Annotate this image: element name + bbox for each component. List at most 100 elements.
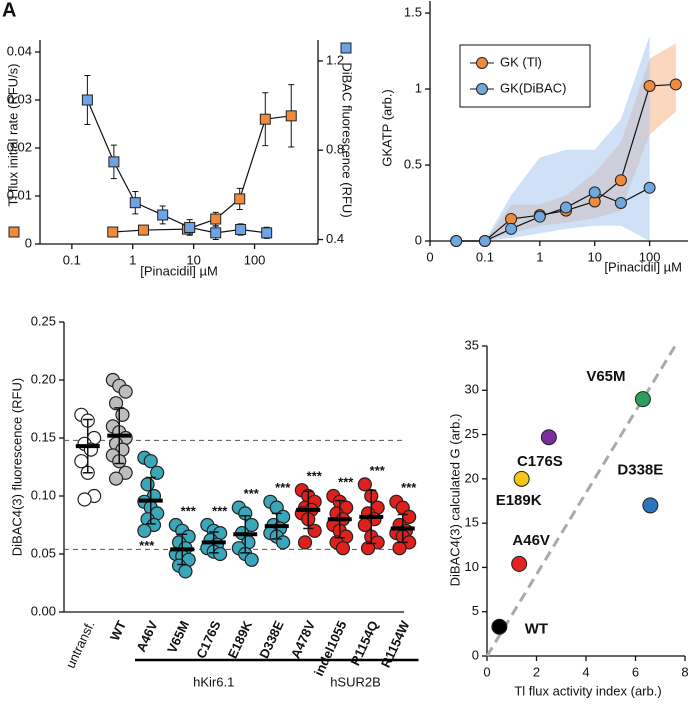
y-axis-label: Tl flux initial rate (RFU/s) bbox=[5, 63, 20, 206]
point bbox=[360, 541, 376, 556]
y-tick-label: 10 bbox=[465, 559, 479, 574]
y-tick-label: 1.5 bbox=[404, 4, 422, 19]
x-tick-label: A478V bbox=[288, 618, 319, 661]
y-tick-label: 1.2 bbox=[326, 52, 344, 67]
point bbox=[118, 384, 133, 399]
point bbox=[357, 517, 372, 533]
x-tick-label: WT bbox=[107, 618, 129, 643]
x-tick-label: 10 bbox=[587, 249, 601, 264]
point bbox=[357, 477, 372, 492]
point bbox=[140, 477, 155, 492]
point bbox=[107, 226, 119, 238]
y-tick-label: 0.00 bbox=[31, 603, 56, 618]
point bbox=[505, 212, 518, 225]
panel-label: A bbox=[2, 0, 16, 21]
fit-line bbox=[485, 345, 677, 657]
group-label: hSUR2B bbox=[330, 674, 381, 689]
significance: *** bbox=[370, 463, 386, 478]
y-tick-label: 0.8 bbox=[326, 142, 344, 157]
series-line bbox=[112, 115, 292, 233]
x-axis-label: [Pinacidil] µM bbox=[604, 259, 682, 274]
y-tick-label: 0.04 bbox=[7, 43, 32, 58]
point bbox=[234, 193, 246, 205]
y-tick-label: 0.05 bbox=[31, 545, 56, 560]
y-tick-label: 0.20 bbox=[31, 371, 56, 386]
significance: *** bbox=[212, 503, 228, 518]
x-tick-label: 0 bbox=[426, 249, 433, 264]
point bbox=[533, 210, 546, 223]
point-label: D338E bbox=[617, 461, 663, 478]
point bbox=[491, 618, 508, 635]
y-tick-label: 25 bbox=[465, 426, 479, 441]
y-tick-label: 30 bbox=[465, 382, 479, 397]
legend-marker bbox=[476, 83, 488, 95]
point bbox=[307, 523, 322, 538]
x-tick-label: 2 bbox=[533, 664, 540, 679]
point bbox=[297, 535, 313, 550]
y-tick-label: 15 bbox=[465, 515, 479, 530]
x-tick-label: 8 bbox=[681, 664, 688, 679]
significance: *** bbox=[139, 538, 155, 553]
point bbox=[77, 492, 92, 507]
point bbox=[669, 78, 682, 91]
x-tick-label: 0 bbox=[483, 664, 490, 679]
y-tick-label: 0.03 bbox=[7, 91, 32, 106]
point bbox=[643, 181, 656, 194]
x-tick-label: D338E bbox=[256, 618, 287, 661]
x-tick-label: V65M bbox=[164, 618, 192, 655]
band bbox=[456, 35, 650, 241]
point bbox=[108, 396, 124, 411]
x-tick-label: 4 bbox=[582, 664, 589, 679]
x-tick-label: 100 bbox=[244, 252, 266, 267]
point-label: WT bbox=[525, 621, 548, 638]
y-axis-label: GKATP (arb.) bbox=[379, 89, 394, 167]
point bbox=[143, 454, 158, 469]
point bbox=[643, 79, 656, 92]
significance: *** bbox=[244, 486, 260, 501]
point bbox=[478, 235, 491, 247]
point bbox=[505, 222, 518, 235]
x-tick-label: 0.1 bbox=[63, 252, 81, 267]
point bbox=[588, 186, 601, 199]
point bbox=[178, 564, 193, 579]
y2-axis-label: DiBAC fluorescence (RFU) bbox=[340, 62, 355, 217]
point bbox=[392, 541, 407, 556]
legend-label: GK (Tl) bbox=[500, 54, 542, 69]
y-axis-label: DiBAC4(3) fluorescence (RFU) bbox=[9, 378, 24, 556]
legend-marker bbox=[476, 57, 488, 69]
significance: *** bbox=[181, 503, 197, 518]
point-label: V65M bbox=[586, 368, 625, 385]
point bbox=[137, 523, 152, 538]
x-tick-label: E189K bbox=[225, 618, 256, 661]
point bbox=[213, 546, 228, 562]
point bbox=[511, 555, 528, 572]
axis-key bbox=[8, 226, 20, 238]
y-tick-label: 0.02 bbox=[7, 139, 32, 154]
axis-key bbox=[340, 42, 352, 54]
x-tick-label: A46V bbox=[133, 618, 160, 654]
group-label: hKir6.1 bbox=[193, 674, 234, 689]
point bbox=[108, 156, 120, 168]
point bbox=[150, 465, 165, 480]
point bbox=[108, 471, 124, 486]
y-tick-label: 5 bbox=[472, 603, 479, 618]
x-axis-label: Tl flux activity index (arb.) bbox=[514, 683, 661, 698]
y-tick-label: 0.25 bbox=[31, 313, 56, 328]
y-tick-label: 0 bbox=[25, 235, 32, 250]
point bbox=[276, 535, 291, 550]
legend-label: GK(DiBAC) bbox=[500, 80, 566, 95]
y-tick-label: 0.5 bbox=[404, 156, 422, 171]
x-axis-label: [Pinacidil] µM bbox=[140, 263, 218, 278]
point-label: A46V bbox=[512, 532, 550, 549]
point bbox=[244, 552, 259, 567]
point bbox=[115, 407, 130, 422]
point bbox=[210, 227, 222, 239]
y-tick-label: 0.15 bbox=[31, 429, 56, 444]
y-tick-label: 0.10 bbox=[31, 487, 56, 502]
point bbox=[74, 454, 89, 469]
significance: *** bbox=[338, 474, 354, 489]
significance: *** bbox=[307, 469, 323, 484]
point bbox=[335, 541, 351, 556]
significance: *** bbox=[401, 480, 417, 495]
x-tick-label: 6 bbox=[632, 664, 639, 679]
